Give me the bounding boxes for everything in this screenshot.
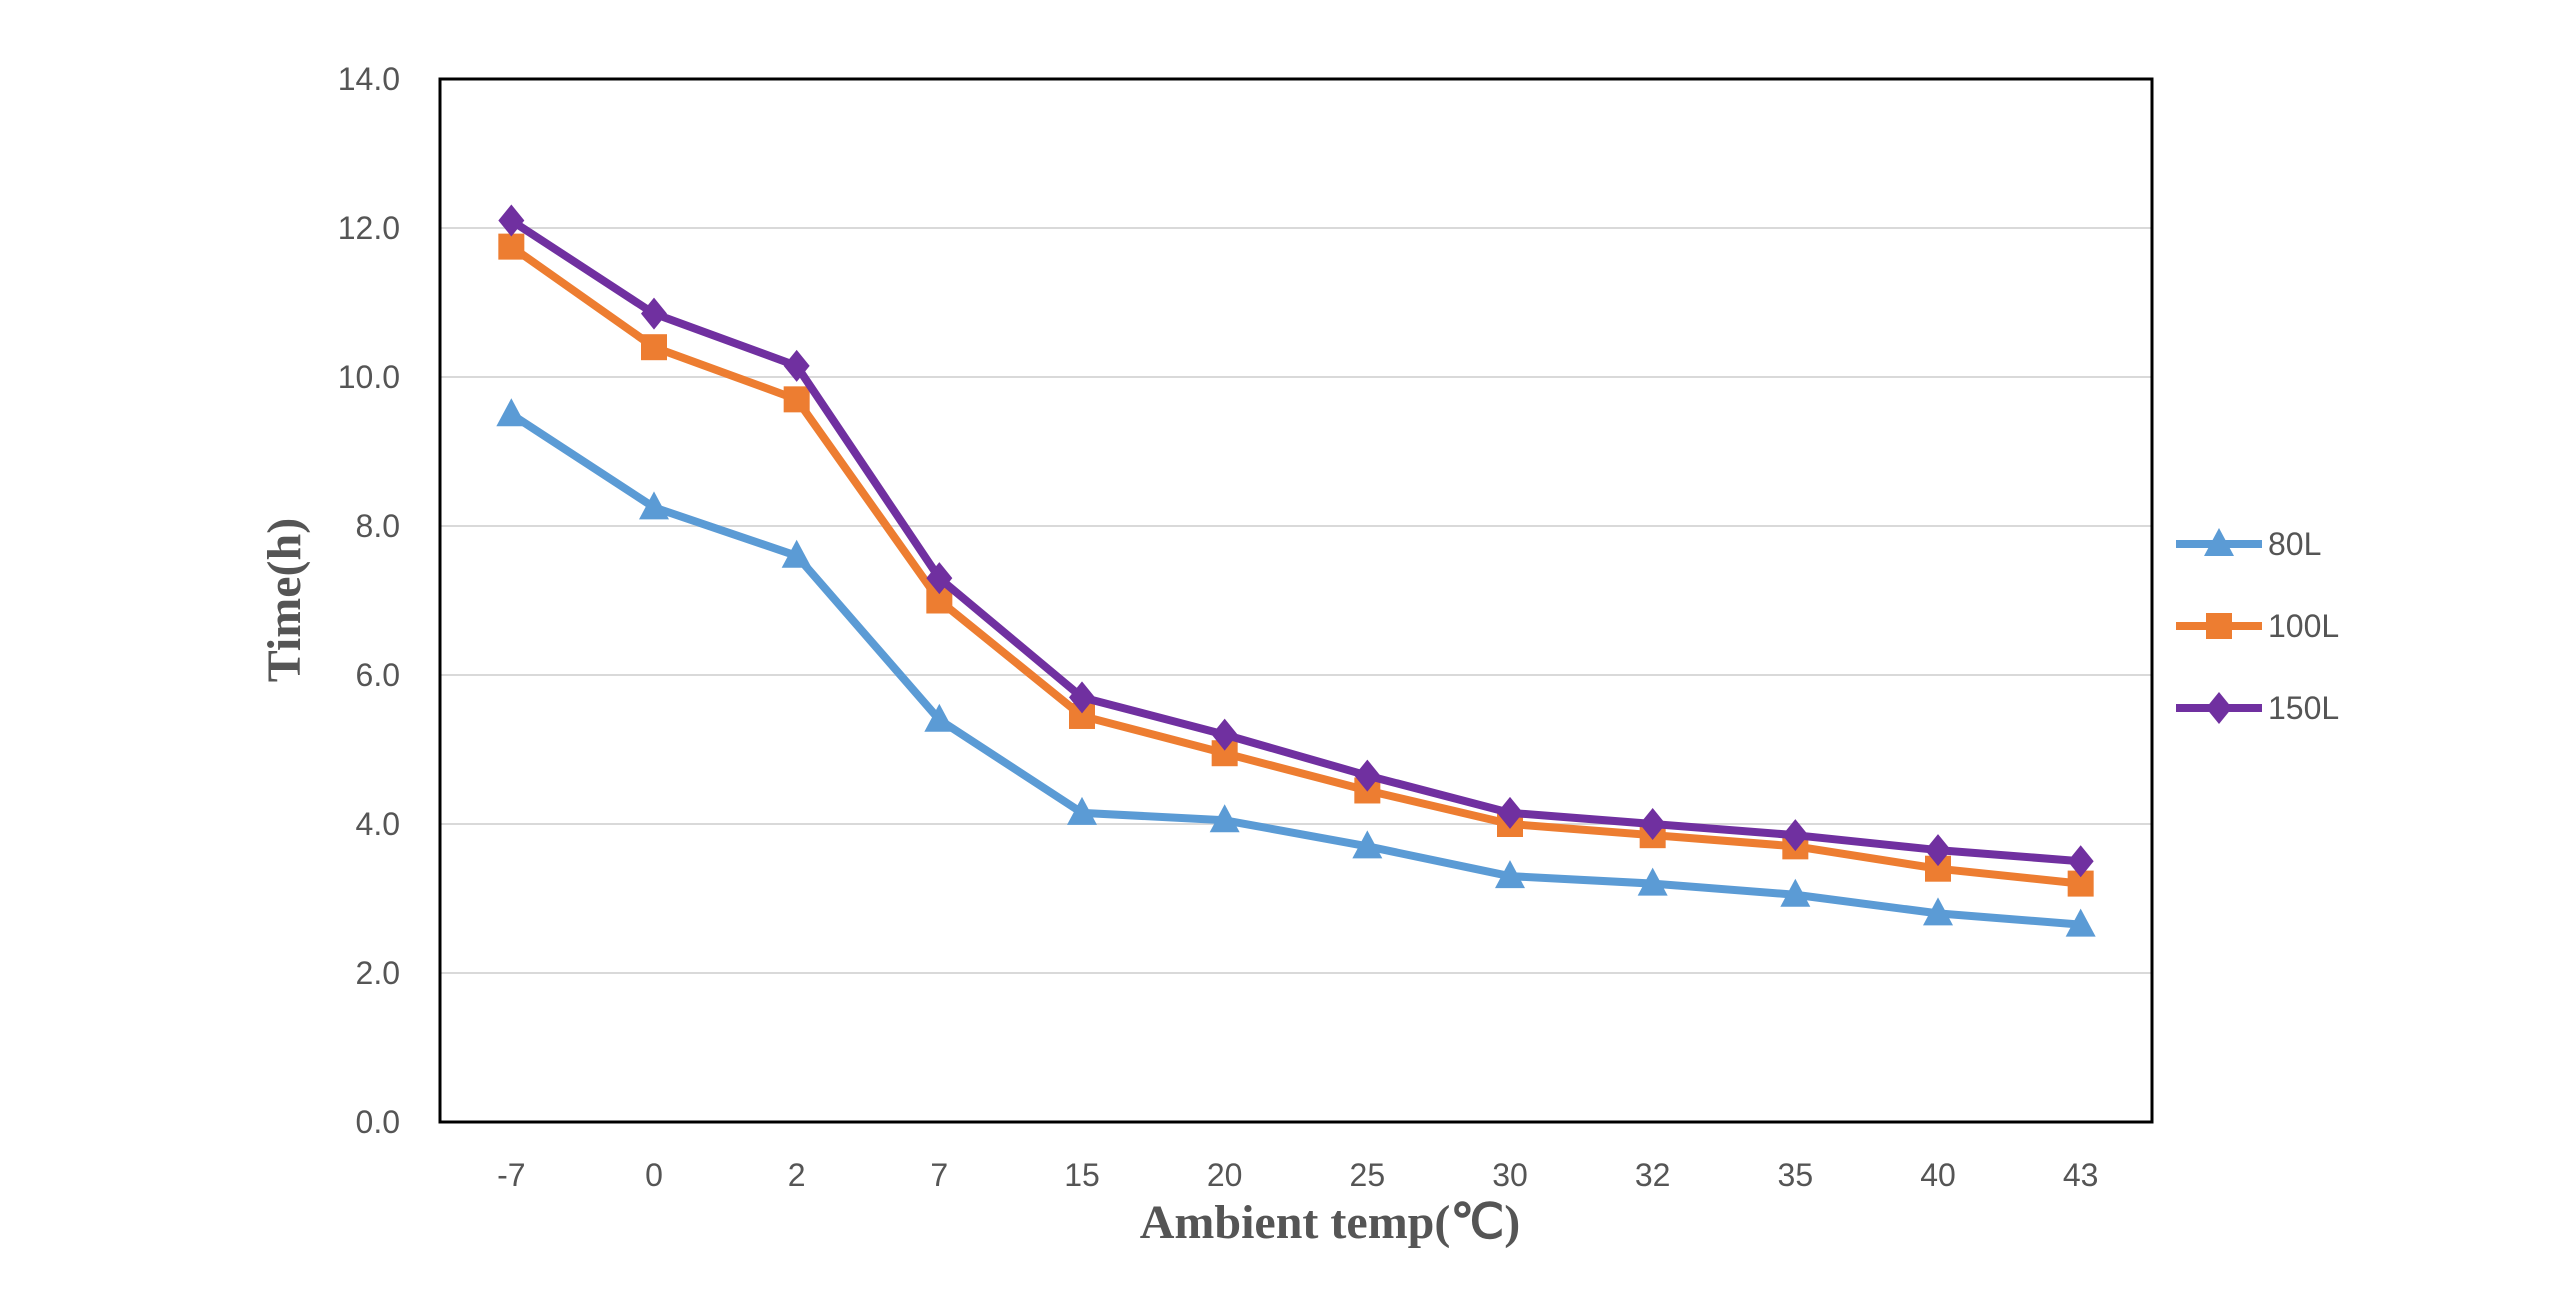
data-point [924,703,955,732]
data-point [783,386,810,413]
data-point [2067,845,2094,878]
y-tick-label: 6.0 [356,657,400,693]
data-point [498,204,525,237]
data-point [1925,834,1951,867]
x-tick-label: 40 [1920,1157,1956,1193]
data-point [1782,819,1809,852]
data-point [783,349,810,382]
legend-label: 150L [2268,690,2339,726]
legend-item: 100L [2176,608,2339,644]
legend-label: 80L [2268,526,2321,562]
legend-label: 100L [2268,608,2339,644]
series-line [507,216,2085,866]
y-tick-label: 8.0 [356,508,400,544]
x-tick-label: 2 [788,1157,806,1193]
data-point [1211,718,1238,751]
legend: 80L 100L 150L [2176,526,2339,726]
x-tick-label: 20 [1207,1157,1243,1193]
x-tick-label: 30 [1492,1157,1528,1193]
y-tick-label: 0.0 [356,1104,400,1140]
data-point [1923,897,1953,926]
series-group [496,204,2096,937]
legend-item: 150L [2176,690,2339,726]
series-line [507,242,2085,888]
data-point [1067,796,1097,825]
data-point [1780,878,1811,907]
data-point [1639,808,1666,840]
data-point [641,297,667,330]
data-point [926,562,953,595]
x-axis-title: Ambient temp(℃) [1140,1196,1521,1249]
y-tick-label: 14.0 [338,61,400,97]
legend-marker [2206,692,2232,724]
series-80L [496,398,2096,937]
data-point [2065,908,2096,937]
x-tick-label: 7 [930,1157,948,1193]
x-tick-label: 35 [1778,1157,1814,1193]
plot-area-border [438,77,2154,1124]
data-point [1069,681,1095,714]
legend-marker [2206,613,2232,639]
x-tick-label: 15 [1064,1157,1100,1193]
y-axis-title: Time(h) [258,518,311,682]
x-tick-label: 43 [2063,1157,2099,1193]
legend-item: 80L [2176,526,2321,562]
data-point [1354,759,1381,792]
series-line [507,410,2085,929]
data-point [1495,860,1525,889]
data-point [496,398,527,427]
data-point [781,539,812,568]
x-tick-label: 0 [645,1157,663,1193]
legend-marker [2204,528,2234,556]
y-tick-label: 12.0 [338,210,400,246]
data-point [498,233,525,260]
x-axis-ticks: -7 0 2 7 15 20 25 30 32 35 40 43 [497,1157,2098,1193]
data-point [1637,867,1668,896]
data-point [1209,804,1240,833]
series-150L [498,204,2094,878]
data-point [1352,830,1383,859]
y-axis-ticks: 0.0 2.0 4.0 6.0 8.0 10.0 12.0 14.0 [338,61,400,1140]
x-tick-label: 32 [1635,1157,1671,1193]
y-tick-label: 4.0 [356,806,400,842]
x-tick-label: 25 [1350,1157,1386,1193]
data-point [641,334,667,361]
data-point [639,491,669,520]
data-point [1497,796,1523,829]
y-tick-label: 2.0 [356,955,400,991]
x-tick-label: -7 [497,1157,525,1193]
y-tick-label: 10.0 [338,359,400,395]
